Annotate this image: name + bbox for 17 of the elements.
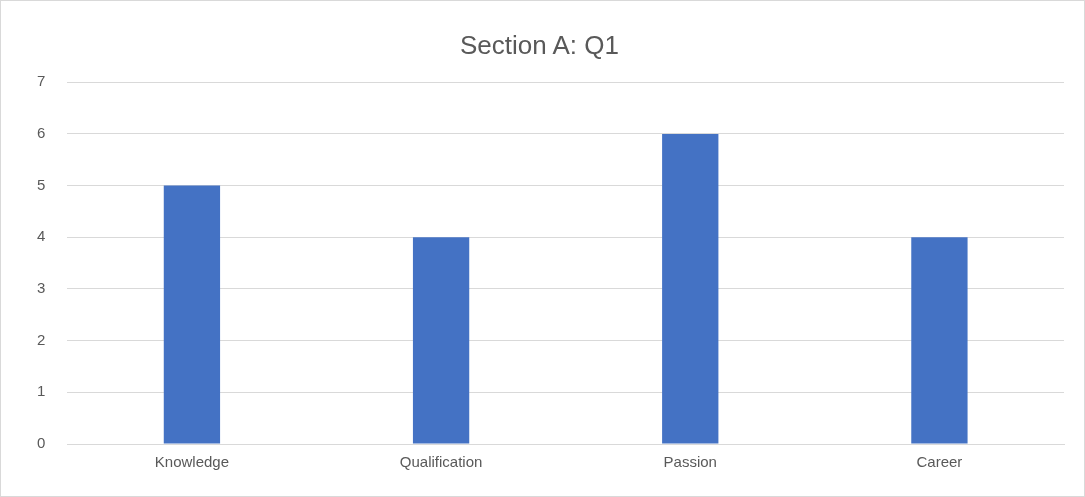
y-tick-label: 2 <box>37 330 46 348</box>
y-tick-label: 3 <box>37 279 46 297</box>
y-tick-label: 1 <box>37 382 46 400</box>
bar <box>412 237 470 444</box>
x-tick-label: Knowledge <box>154 453 230 471</box>
bar <box>911 237 968 444</box>
x-tick-label: Qualification <box>399 453 483 471</box>
x-tick-label: Passion <box>663 453 717 471</box>
bar <box>662 133 719 444</box>
y-tick-label: 0 <box>37 434 46 452</box>
y-tick-label: 4 <box>37 227 46 245</box>
y-tick-label: 6 <box>37 124 46 142</box>
x-tick-label: Career <box>916 453 963 471</box>
y-tick-label: 5 <box>37 175 46 193</box>
y-tick-label: 7 <box>37 72 46 90</box>
chart-title: Section A: Q1 <box>460 29 619 60</box>
bar <box>163 185 221 444</box>
